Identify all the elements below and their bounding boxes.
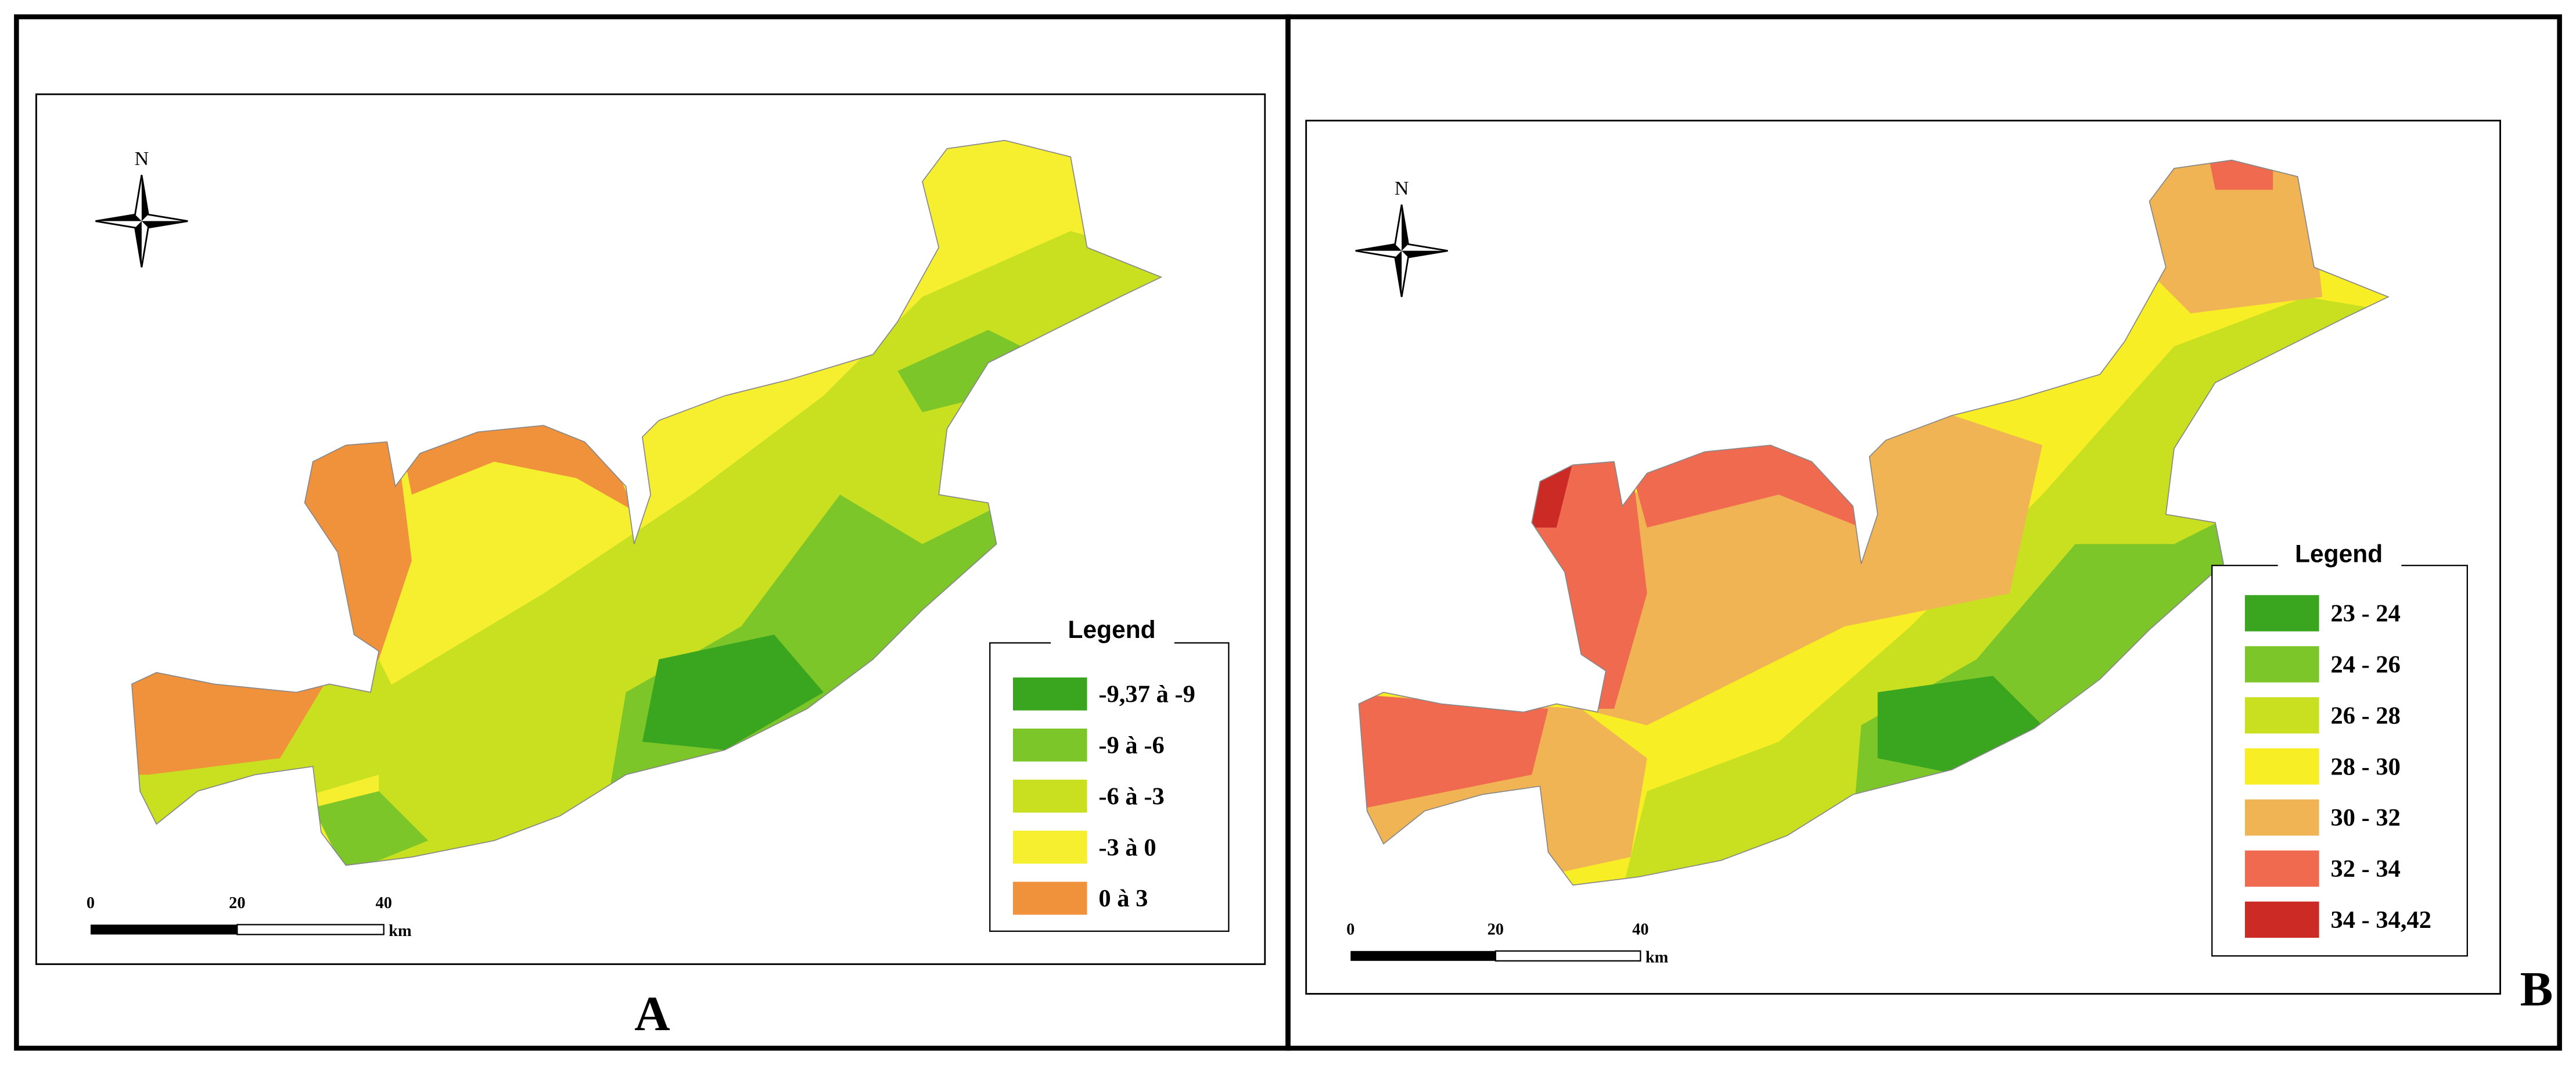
legend-label: -9 à -6 [1098,731,1164,759]
scale-label: 20 [229,894,245,912]
zone [1359,692,1549,808]
legend-title-bg [2277,536,2402,572]
panel-label: A [634,987,670,1041]
map-frame [35,93,1266,965]
scale-label: 40 [376,894,392,912]
legend-swatch [1012,728,1087,762]
zone [2207,160,2273,190]
legend-label: 32 - 34 [2330,855,2400,883]
scale-label: 20 [1488,920,1504,938]
north-arrow: N [95,148,188,268]
legend-label: -3 à 0 [1098,834,1156,861]
legend-label: 34 - 34,42 [2330,906,2431,934]
scale-unit: km [389,922,412,940]
legend-title: Legend [1068,616,1155,644]
legend-swatch [2245,799,2319,836]
legend-label: -6 à -3 [1098,783,1164,810]
map-frame [1305,120,2501,995]
legend-swatch [2245,850,2319,887]
legend-label: 26 - 28 [2330,702,2400,729]
legend-swatch [2245,748,2319,785]
legend-label: 30 - 32 [2330,804,2400,831]
legend-title: Legend [2295,540,2383,568]
legend-items: -9,37 à -9 -9 à -6 -6 à -3 -3 à 0 0 à 3 23 - … [1012,595,2431,938]
legend-swatch [1012,881,1087,915]
zone [312,791,429,866]
legend-swatch [1012,779,1087,813]
legend-swatch [2245,595,2319,632]
north-label: N [1395,178,1409,199]
scale-bar: 0 20 40 km [87,894,412,940]
legend-label: 0 à 3 [1098,885,1148,912]
legend-label: -9,37 à -9 [1098,681,1195,708]
zone [897,329,1038,413]
scale-unit: km [1646,949,1669,967]
legend-swatch [2245,646,2319,683]
legend-swatch [1012,830,1087,864]
legend-swatch [1012,677,1087,711]
north-arrow: N [1355,178,1448,297]
legend-swatch [2245,697,2319,734]
zone [642,634,824,750]
zone [280,428,412,659]
scale-label: 0 [87,894,95,912]
panel-label: B [2520,962,2553,1016]
legend-title-bg [1051,613,1174,650]
scale-label: 0 [1346,920,1355,938]
scale-bar: 0 20 40 km [1346,920,1668,966]
north-label: N [135,148,149,170]
legend-swatch [2245,901,2319,938]
legend-label: 28 - 30 [2330,753,2400,780]
panel-frame [1285,14,2562,1051]
legend-label: 24 - 26 [2330,651,2400,679]
scale-label: 40 [1632,920,1648,938]
legend-label: 23 - 24 [2330,600,2400,627]
